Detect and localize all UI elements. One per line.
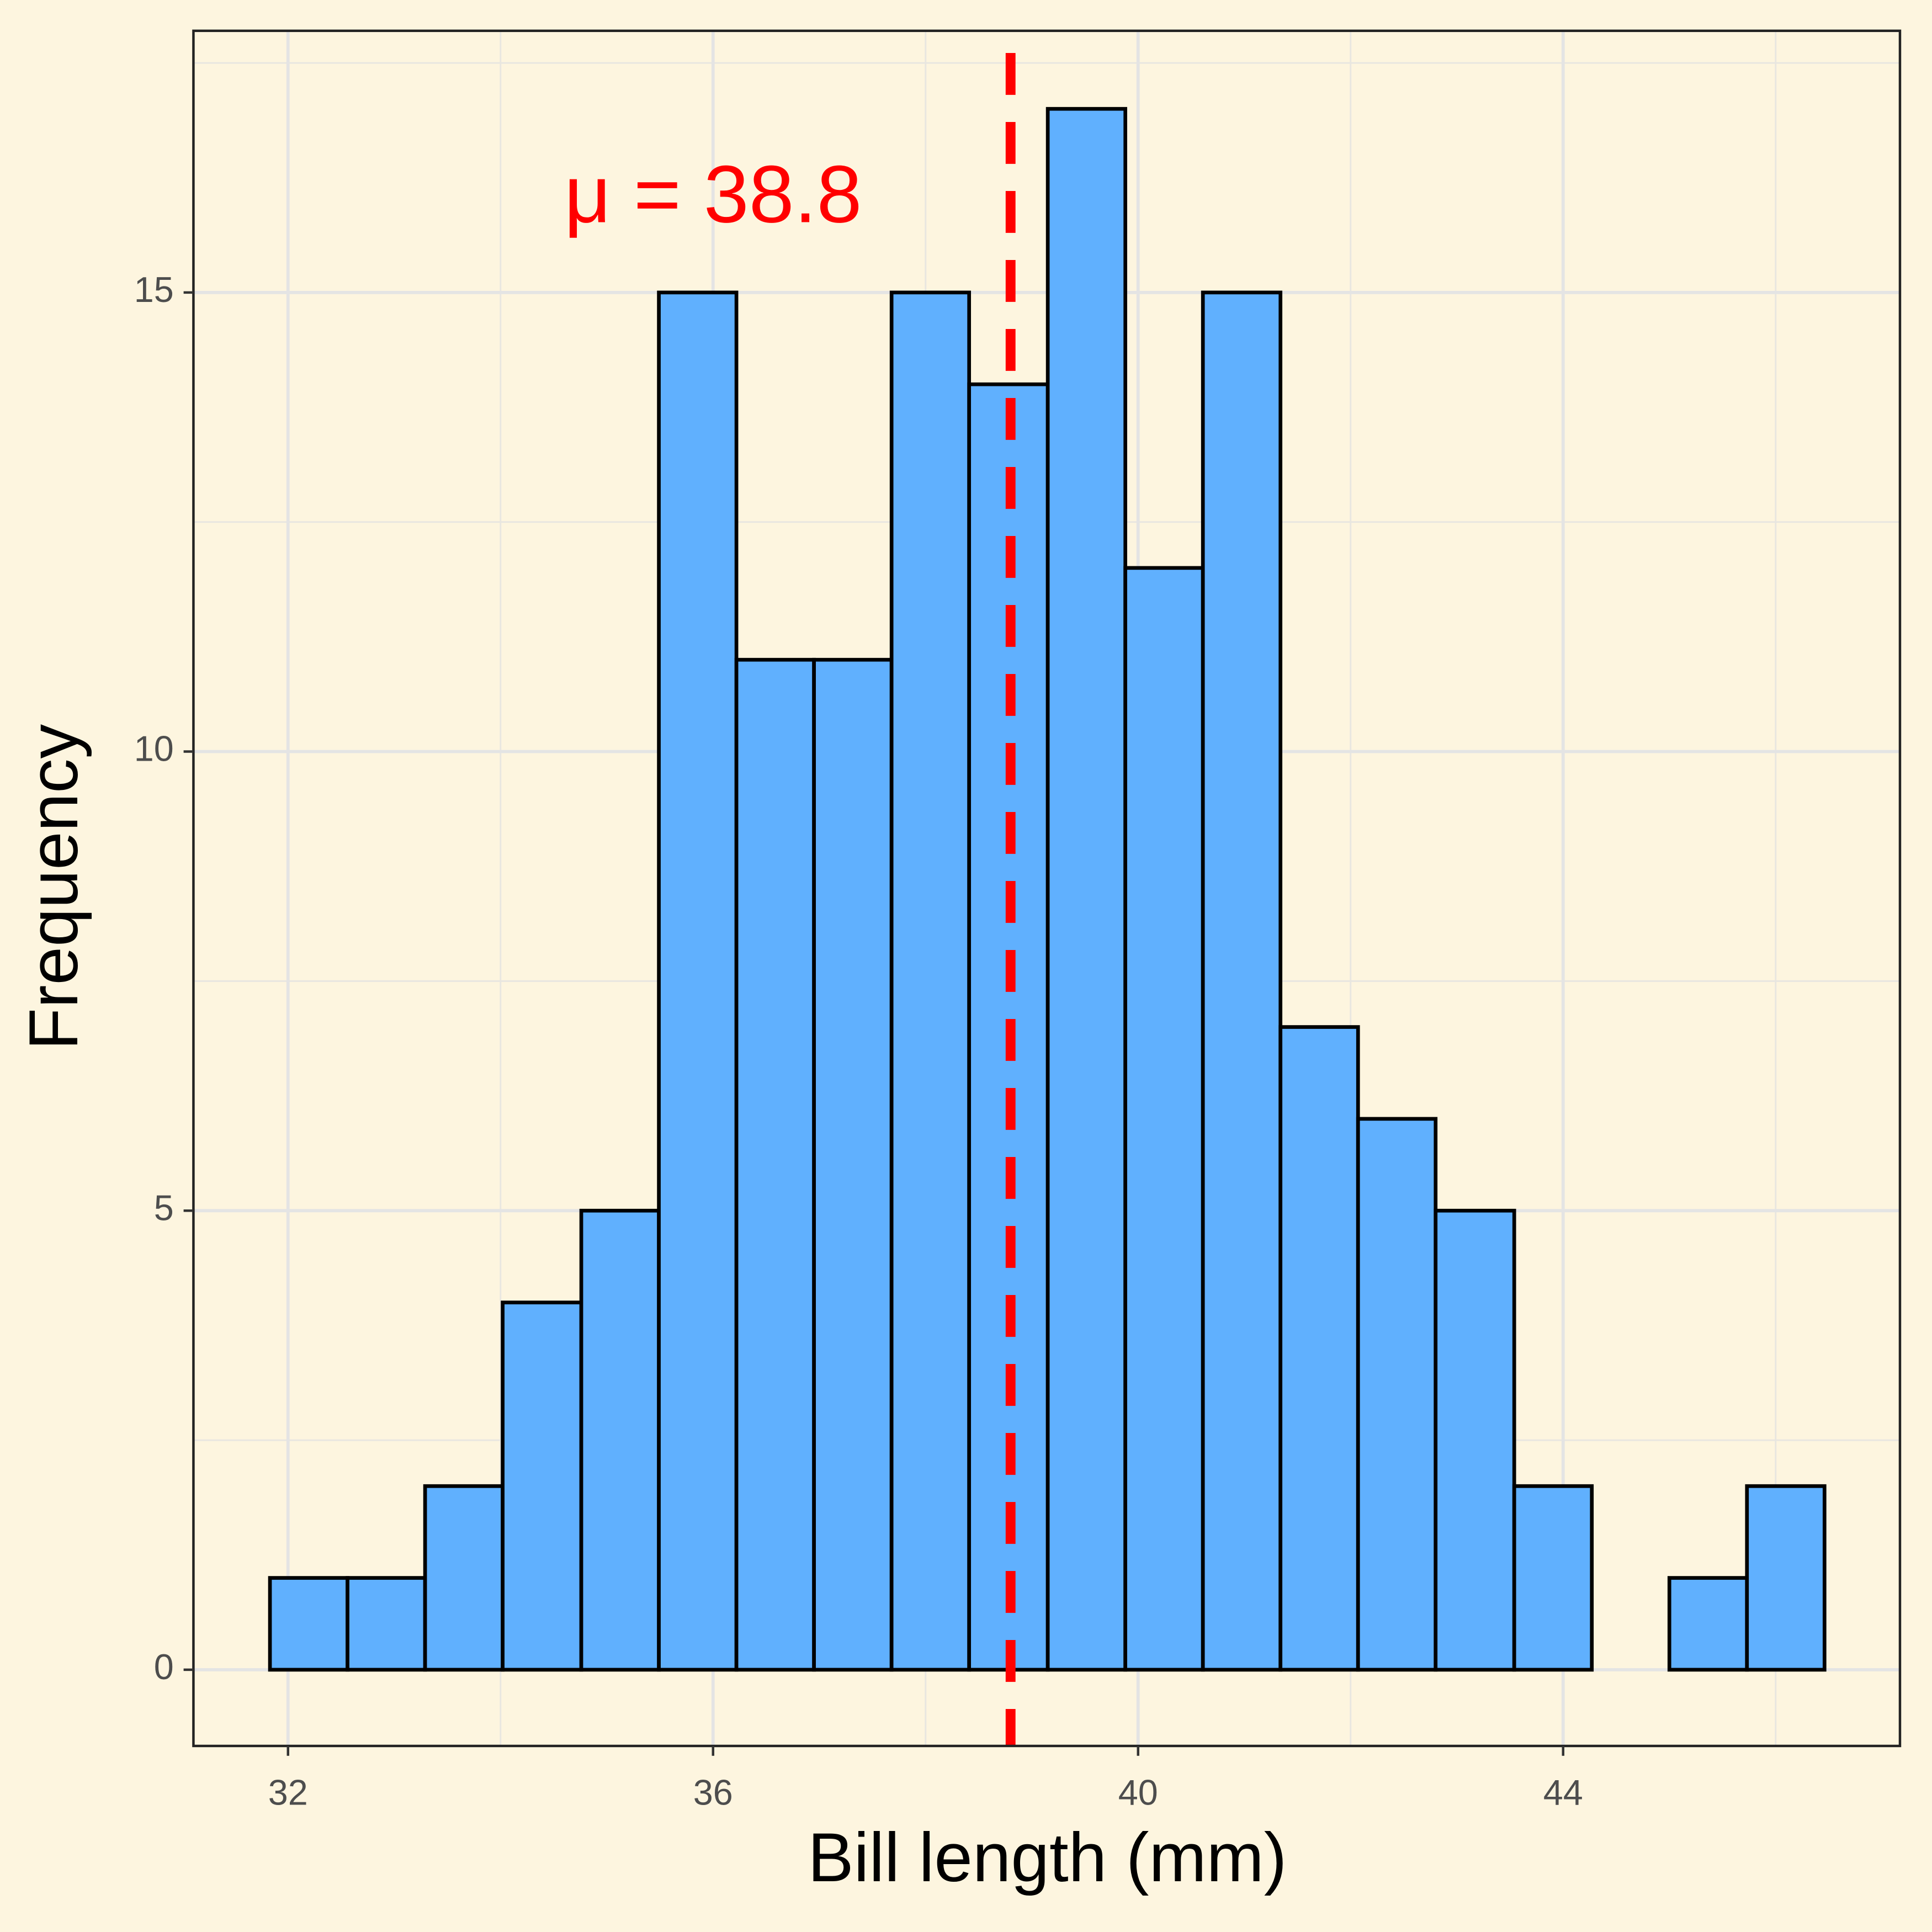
- x-tick-label: 36: [693, 1772, 733, 1812]
- bar: [1667, 1576, 1749, 1672]
- y-tick-label: 5: [154, 1187, 174, 1228]
- bar: [1123, 566, 1205, 1672]
- bar: [501, 1301, 583, 1672]
- bar: [346, 1576, 427, 1672]
- panel-border: [192, 29, 1902, 1748]
- y-tick-label: 0: [154, 1647, 174, 1687]
- bar: [1434, 1208, 1516, 1672]
- y-tick-label: 10: [134, 729, 174, 769]
- bar: [579, 1208, 661, 1672]
- bar: [657, 290, 739, 1672]
- y-axis-title: Frequency: [15, 724, 92, 1050]
- bar: [1356, 1117, 1438, 1672]
- annotation: μ = 38.8: [564, 149, 862, 240]
- bar: [812, 657, 894, 1672]
- bar: [1278, 1025, 1360, 1672]
- x-axis-title: Bill length (mm): [808, 1819, 1287, 1896]
- bar: [423, 1484, 505, 1672]
- bar: [1745, 1484, 1827, 1672]
- bar: [268, 1576, 349, 1672]
- bar: [734, 657, 816, 1672]
- y-tick-label: 15: [134, 269, 174, 310]
- bar: [1201, 290, 1283, 1672]
- plot-marks: μ = 38.8: [268, 52, 1827, 1746]
- bar: [889, 290, 972, 1672]
- x-tick-label: 44: [1543, 1772, 1583, 1812]
- x-tick-label: 32: [268, 1772, 308, 1812]
- bar: [1512, 1484, 1594, 1672]
- bar: [1045, 107, 1128, 1672]
- x-tick-label: 40: [1118, 1772, 1158, 1812]
